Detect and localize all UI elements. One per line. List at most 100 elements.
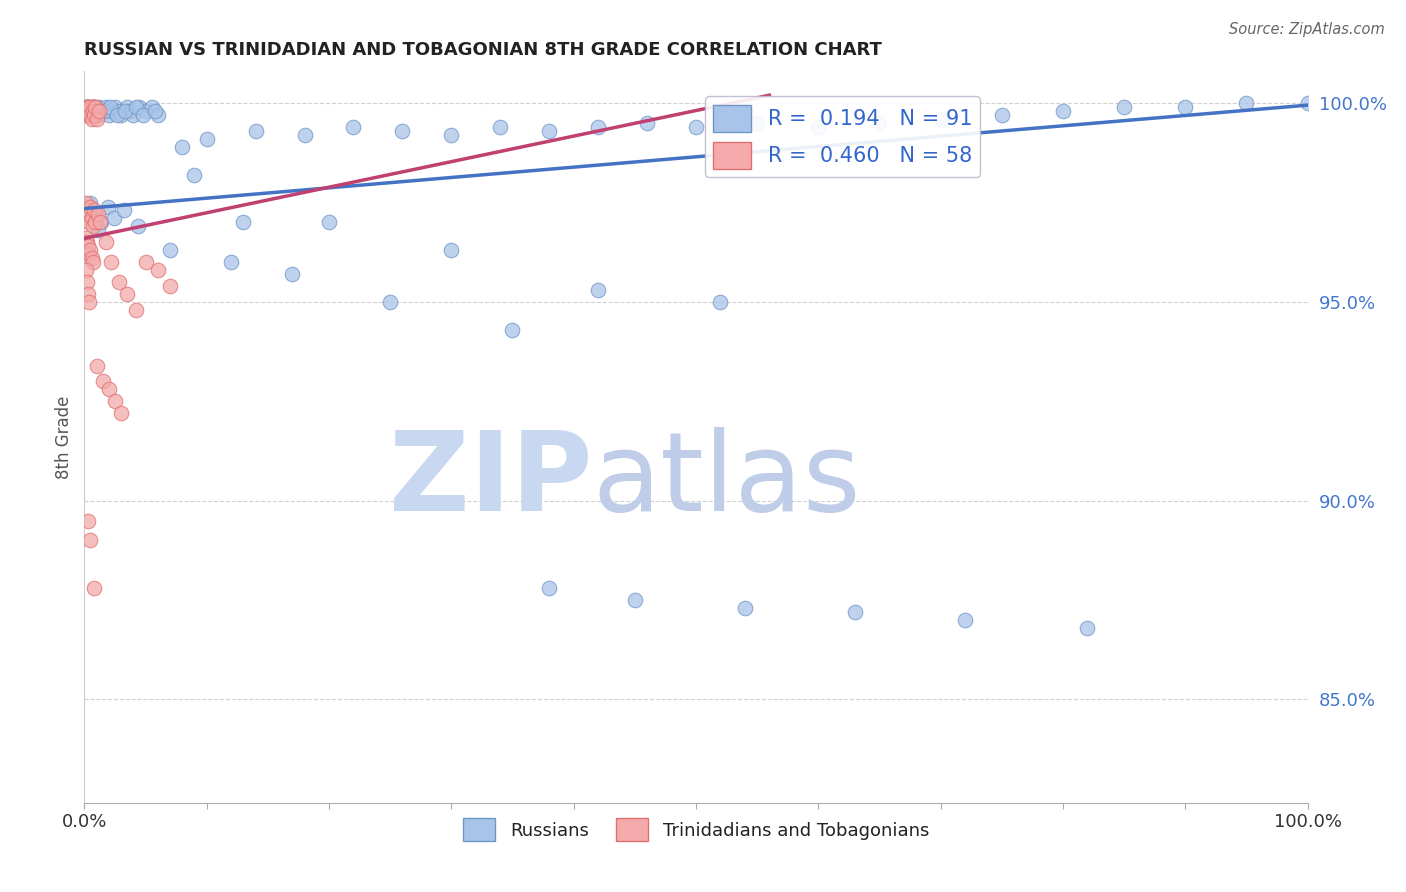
Point — [281, 267, 304, 281]
Point — [77, 294, 100, 309]
Point — [82, 108, 104, 122]
Point — [84, 100, 107, 114]
Point — [219, 255, 242, 269]
Point — [110, 406, 132, 420]
Point — [83, 203, 105, 218]
Point — [77, 104, 100, 119]
Point — [79, 195, 101, 210]
Point — [103, 211, 125, 226]
Point — [90, 215, 112, 229]
Point — [107, 104, 129, 119]
Point — [75, 231, 97, 245]
Point — [114, 104, 136, 119]
Point — [75, 195, 97, 210]
Point — [104, 100, 127, 114]
Point — [96, 100, 118, 114]
Point — [77, 100, 100, 114]
Point — [685, 120, 707, 134]
Point — [84, 207, 107, 221]
Point — [100, 255, 122, 269]
Point — [245, 124, 267, 138]
Point — [1114, 100, 1136, 114]
Point — [97, 200, 120, 214]
Point — [79, 244, 101, 258]
Point — [132, 108, 155, 122]
Point — [77, 108, 100, 122]
Point — [84, 100, 107, 114]
Point — [125, 100, 148, 114]
Point — [107, 275, 129, 289]
Point — [86, 359, 108, 373]
Point — [77, 247, 100, 261]
Point — [100, 104, 122, 119]
Point — [143, 104, 166, 119]
Point — [82, 100, 104, 114]
Point — [86, 104, 108, 119]
Point — [232, 215, 254, 229]
Point — [77, 100, 100, 114]
Point — [91, 104, 114, 119]
Point — [953, 613, 976, 627]
Point — [1236, 96, 1258, 111]
Point — [122, 108, 145, 122]
Point — [709, 294, 731, 309]
Point — [82, 255, 104, 269]
Point — [79, 200, 101, 214]
Point — [93, 104, 115, 119]
Point — [127, 219, 149, 234]
Point — [83, 104, 105, 119]
Point — [77, 104, 100, 119]
Point — [89, 215, 111, 229]
Point — [538, 124, 561, 138]
Point — [159, 279, 181, 293]
Point — [112, 203, 135, 218]
Point — [77, 514, 100, 528]
Point — [489, 120, 512, 134]
Point — [159, 244, 181, 258]
Point — [86, 108, 108, 122]
Point — [96, 235, 118, 250]
Point — [1174, 100, 1197, 114]
Point — [929, 112, 952, 126]
Point — [380, 294, 402, 309]
Point — [76, 235, 98, 250]
Point — [734, 601, 756, 615]
Point — [77, 100, 100, 114]
Point — [87, 104, 110, 119]
Point — [80, 100, 103, 114]
Point — [82, 219, 104, 234]
Point — [538, 581, 561, 595]
Point — [991, 108, 1014, 122]
Point — [79, 108, 101, 122]
Point — [391, 124, 413, 138]
Point — [80, 211, 103, 226]
Point — [77, 215, 100, 229]
Point — [125, 302, 148, 317]
Point — [294, 128, 316, 142]
Point — [624, 593, 647, 607]
Point — [869, 116, 891, 130]
Point — [104, 394, 127, 409]
Point — [76, 100, 98, 114]
Point — [82, 104, 104, 119]
Point — [1052, 104, 1074, 119]
Point — [75, 263, 97, 277]
Point — [115, 100, 138, 114]
Point — [135, 255, 157, 269]
Point — [83, 581, 105, 595]
Point — [82, 108, 104, 122]
Point — [146, 263, 169, 277]
Point — [80, 104, 103, 119]
Point — [87, 223, 110, 237]
Point — [105, 108, 128, 122]
Point — [1296, 96, 1319, 111]
Point — [77, 207, 100, 221]
Point — [195, 132, 218, 146]
Point — [91, 375, 114, 389]
Point — [83, 108, 105, 122]
Point — [586, 283, 609, 297]
Point — [141, 100, 163, 114]
Point — [75, 100, 97, 114]
Point — [76, 108, 98, 122]
Point — [77, 287, 100, 301]
